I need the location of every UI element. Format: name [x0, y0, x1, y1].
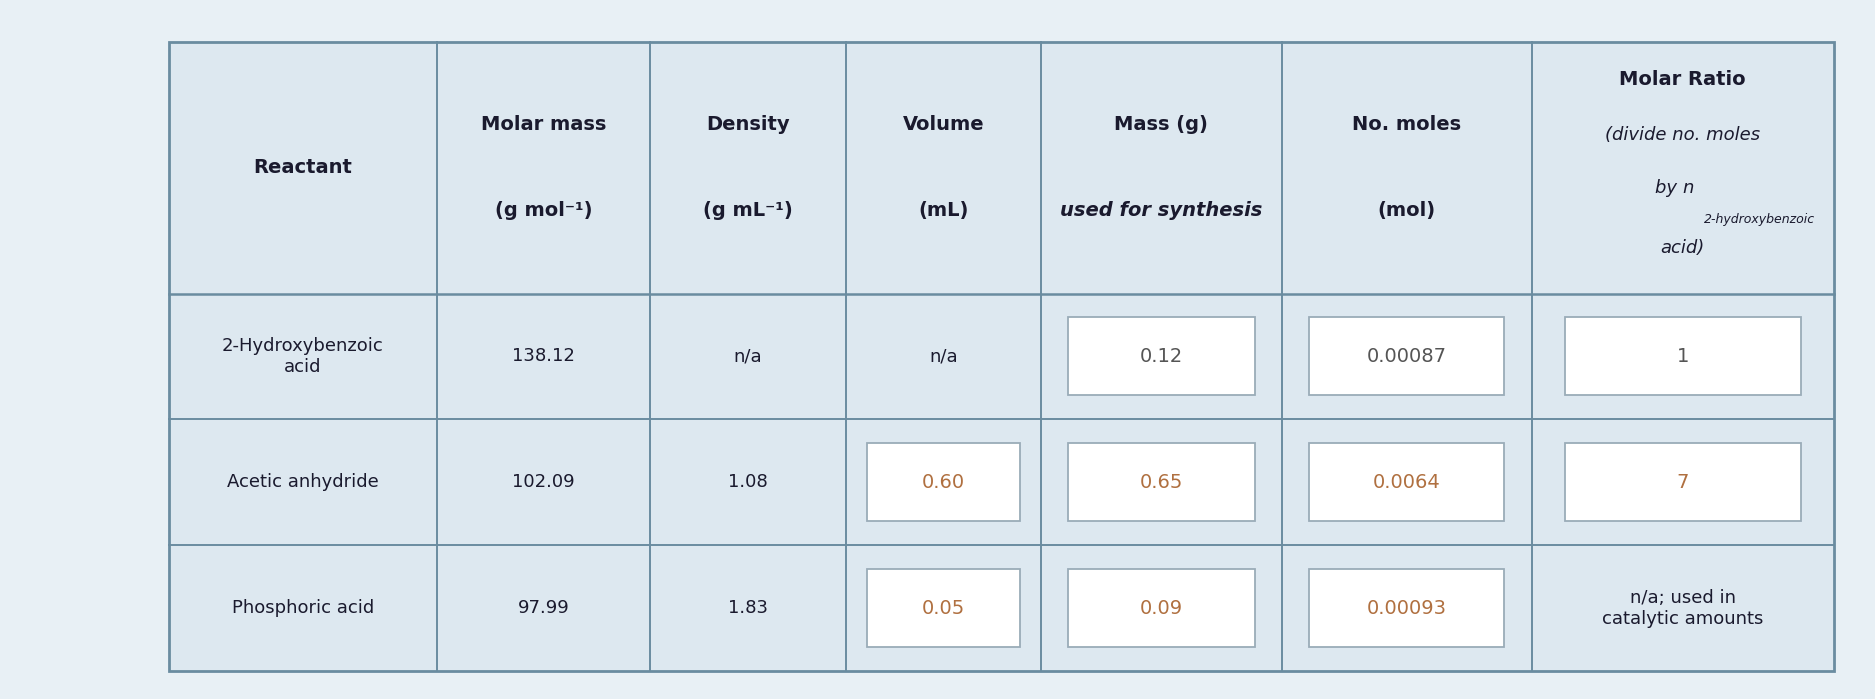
Text: Mass (g): Mass (g)	[1114, 115, 1208, 134]
FancyBboxPatch shape	[1309, 443, 1504, 521]
Text: No. moles: No. moles	[1352, 115, 1461, 134]
Text: Volume: Volume	[902, 115, 984, 134]
FancyBboxPatch shape	[866, 569, 1020, 647]
Text: (mL): (mL)	[919, 201, 969, 220]
Text: (mol): (mol)	[1378, 201, 1436, 220]
FancyBboxPatch shape	[1067, 443, 1254, 521]
Text: (divide no. moles: (divide no. moles	[1605, 126, 1761, 144]
Text: 0.60: 0.60	[922, 473, 966, 492]
Text: 0.00087: 0.00087	[1367, 347, 1448, 366]
FancyBboxPatch shape	[1067, 569, 1254, 647]
Text: 7: 7	[1676, 473, 1689, 492]
Text: 1.83: 1.83	[728, 599, 769, 617]
Text: 2-Hydroxybenzoic
acid: 2-Hydroxybenzoic acid	[221, 337, 384, 376]
Text: 0.0064: 0.0064	[1372, 473, 1440, 492]
Text: by: by	[1656, 179, 1682, 197]
Text: Density: Density	[707, 115, 789, 134]
Text: 0.65: 0.65	[1140, 473, 1183, 492]
Text: 2-hydroxybenzoic: 2-hydroxybenzoic	[1704, 213, 1815, 226]
Text: n/a: n/a	[733, 347, 763, 366]
Text: Phosphoric acid: Phosphoric acid	[231, 599, 373, 617]
Text: Molar mass: Molar mass	[480, 115, 606, 134]
Text: 0.09: 0.09	[1140, 598, 1183, 618]
FancyBboxPatch shape	[1566, 317, 1800, 396]
Text: n/a; used in
catalytic amounts: n/a; used in catalytic amounts	[1601, 589, 1762, 628]
FancyBboxPatch shape	[1067, 317, 1254, 396]
Text: 1.08: 1.08	[728, 473, 767, 491]
FancyBboxPatch shape	[1309, 317, 1504, 396]
FancyBboxPatch shape	[1566, 443, 1800, 521]
FancyBboxPatch shape	[1309, 569, 1504, 647]
Text: (g mL⁻¹): (g mL⁻¹)	[703, 201, 793, 220]
Text: 102.09: 102.09	[512, 473, 574, 491]
Text: n/a: n/a	[928, 347, 958, 366]
Text: (g mol⁻¹): (g mol⁻¹)	[495, 201, 592, 220]
Text: 97.99: 97.99	[518, 599, 570, 617]
Text: used for synthesis: used for synthesis	[1059, 201, 1262, 220]
Text: Reactant: Reactant	[253, 158, 352, 178]
Text: 0.05: 0.05	[922, 598, 966, 618]
Text: 0.12: 0.12	[1140, 347, 1183, 366]
Text: 0.00093: 0.00093	[1367, 598, 1448, 618]
Text: Molar Ratio: Molar Ratio	[1620, 70, 1746, 89]
Text: n: n	[1682, 179, 1693, 197]
Text: 1: 1	[1676, 347, 1689, 366]
Bar	[169, 42, 1834, 671]
Text: acid): acid)	[1661, 239, 1704, 257]
Text: Acetic anhydride: Acetic anhydride	[227, 473, 379, 491]
Text: 138.12: 138.12	[512, 347, 576, 366]
FancyBboxPatch shape	[866, 443, 1020, 521]
